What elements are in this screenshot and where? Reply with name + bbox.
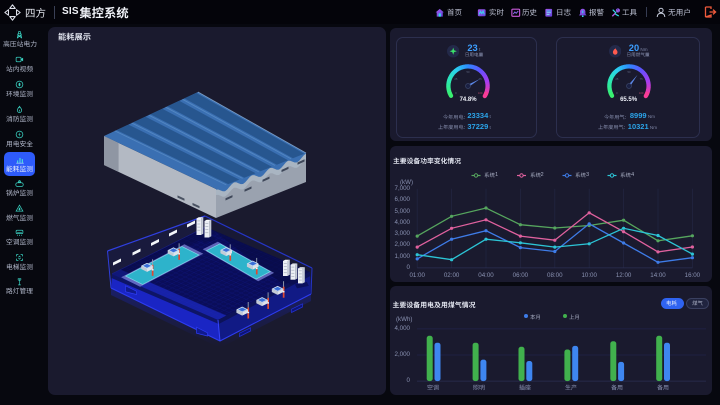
svg-text:75: 75: [639, 77, 642, 81]
svg-text:0: 0: [455, 91, 457, 95]
svg-text:25: 25: [615, 77, 618, 81]
svg-text:100: 100: [478, 91, 483, 95]
svg-text:50: 50: [467, 70, 470, 74]
svg-text:50: 50: [627, 70, 630, 74]
svg-text:75: 75: [479, 77, 482, 81]
svg-text:100: 100: [638, 91, 643, 95]
svg-text:0: 0: [616, 91, 618, 95]
svg-text:25: 25: [454, 77, 457, 81]
